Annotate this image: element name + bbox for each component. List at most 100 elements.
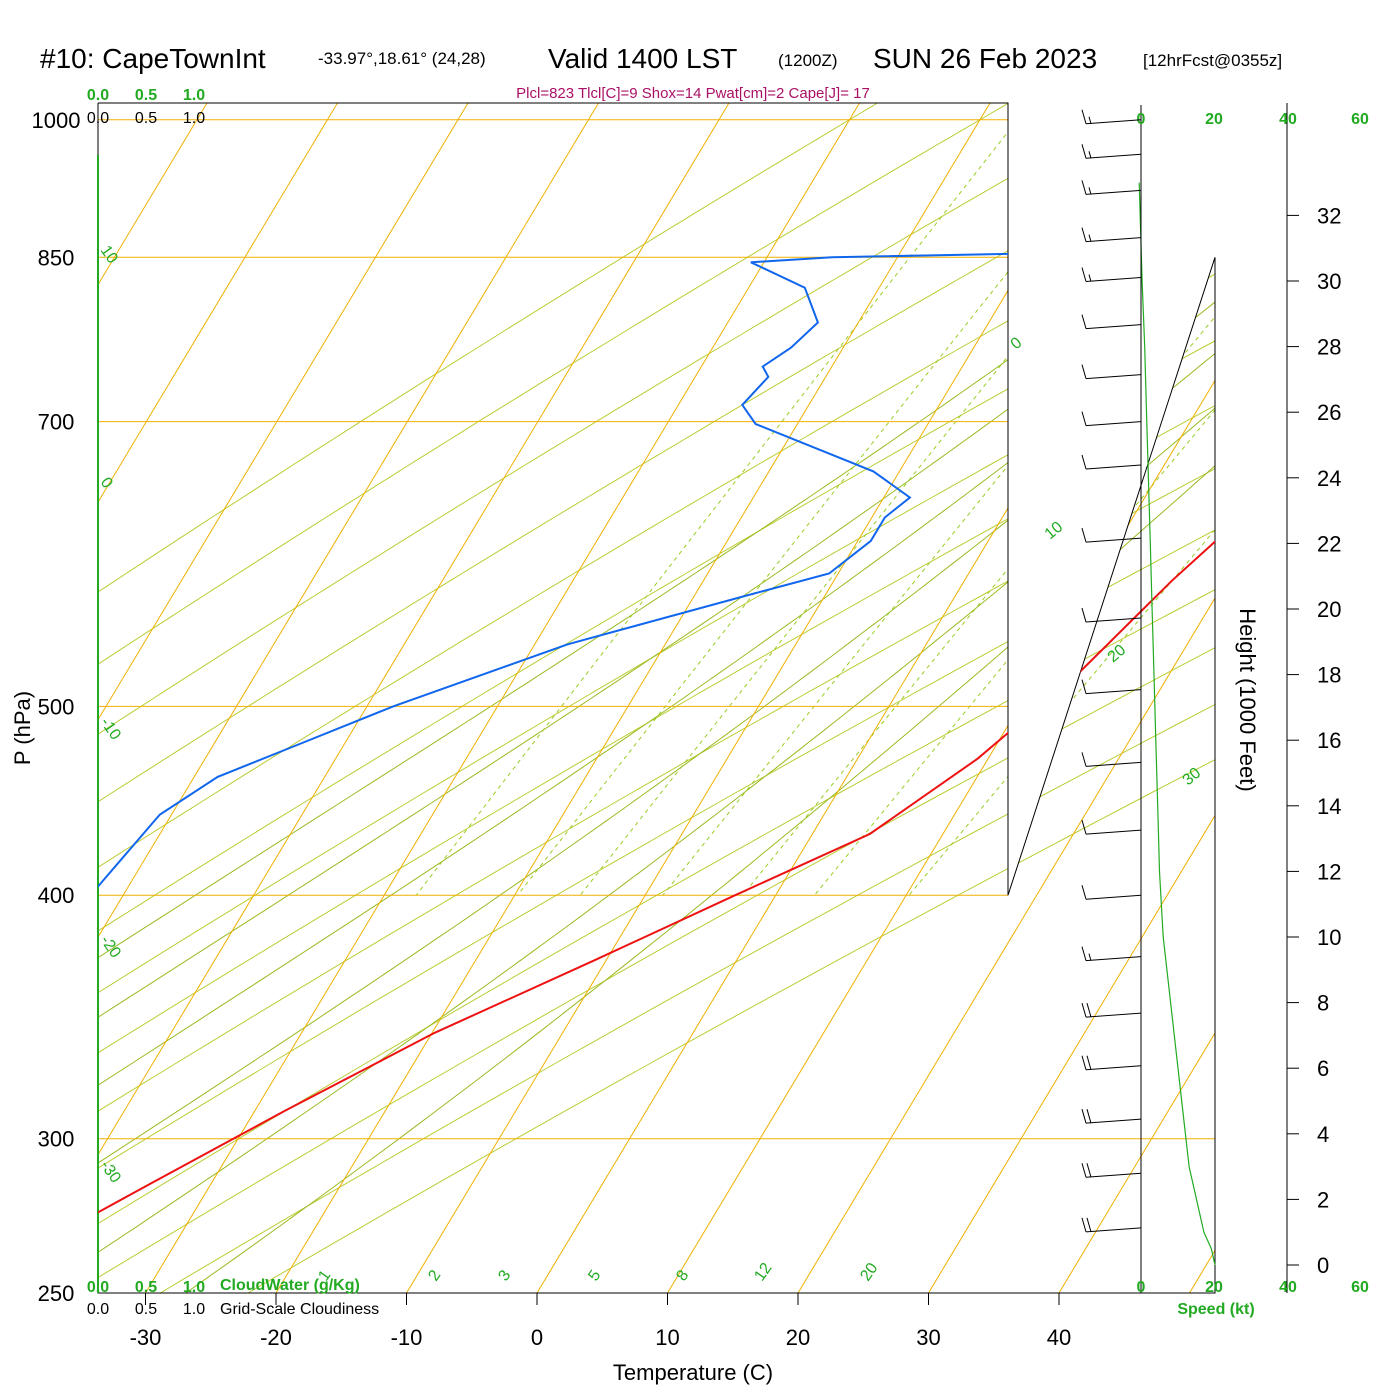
isotherm [667, 103, 1215, 1293]
wind-barb-flag [1081, 607, 1087, 623]
wind-barb-staff [1085, 761, 1142, 767]
isotherm-label-left: -20 [97, 933, 124, 962]
dry-adiabat [98, 103, 1215, 1293]
dry-adiabat [98, 103, 1215, 1293]
cloudwater-scale-top: 0.5 [135, 87, 157, 104]
x-tick-label: -10 [391, 1325, 423, 1350]
wind-barb-flag [1081, 752, 1087, 767]
x-axis-label: Temperature (C) [613, 1360, 773, 1385]
wind-barb [1081, 885, 1142, 900]
moist-adiabat [98, 103, 1215, 1293]
speed-tick-bottom: 60 [1351, 1279, 1369, 1296]
wind-barb [1081, 1163, 1142, 1178]
wind-barb-staff [1085, 617, 1142, 623]
wind-barb [1081, 1055, 1142, 1071]
background-lines [98, 103, 1215, 1293]
pressure-tick-label: 250 [38, 1281, 75, 1306]
wind-barb-flag [1081, 180, 1087, 195]
mixing-ratio-line [517, 103, 1143, 896]
isotherm-label-left: -10 [97, 715, 124, 744]
x-tick-label: 10 [655, 1325, 679, 1350]
speed-tick-bottom: 20 [1205, 1279, 1223, 1296]
wind-barb-flag [1081, 364, 1087, 379]
wind-barb-flag [1081, 885, 1087, 900]
isotherm-label-right: 30 [1180, 765, 1205, 790]
cloudwater-scale-top: 0.0 [87, 87, 109, 104]
height-tick-label: 24 [1317, 466, 1341, 491]
wind-barb-flag [1088, 151, 1092, 159]
speed-tick-top: 0 [1137, 111, 1146, 128]
wind-speed-profile [1138, 182, 1216, 1266]
wind-barb [1081, 607, 1142, 623]
temperature-line [98, 114, 1215, 1242]
wind-barb-staff [1085, 537, 1142, 543]
cloudwater-scale-bottom: 0.0 [87, 1279, 109, 1296]
x-tick-label: 30 [916, 1325, 940, 1350]
wind-barb-flag [1081, 1163, 1087, 1178]
mixing-ratio-line [579, 103, 1212, 896]
wind-barb-staff [1085, 324, 1142, 330]
plot-frame [97, 102, 1216, 1294]
wind-barb [1081, 527, 1142, 543]
isotherm-label-right: 20 [1105, 642, 1130, 667]
wind-barb-staff [1085, 153, 1142, 159]
dewpoint-line [98, 114, 1215, 1242]
mixing-ratio-label: 20 [857, 1260, 881, 1284]
cloudwater-label: CloudWater (g/Kg) [220, 1277, 360, 1294]
profiles [98, 114, 1215, 1242]
wind-barb-staff [1085, 421, 1142, 427]
isotherm [797, 103, 1215, 1293]
speed-tick-top: 60 [1351, 111, 1369, 128]
mixing-ratio-line [742, 103, 1215, 896]
station-coords: -33.97°,18.61° (24,28) [318, 49, 486, 68]
x-tick-label: 40 [1047, 1325, 1071, 1350]
mixing-ratio-label: 12 [751, 1260, 775, 1284]
height-axis-label: Height (1000 Feet) [1235, 608, 1260, 791]
wind-barb-flag [1081, 144, 1087, 159]
height-tick-label: 6 [1317, 1056, 1329, 1081]
wind-barb-staff [1085, 1172, 1142, 1178]
isotherm-label-left: -30 [97, 1158, 124, 1187]
dry-adiabat [98, 103, 1215, 1293]
height-tick-label: 32 [1317, 203, 1341, 228]
cloudiness-scale-top: 0.5 [135, 110, 157, 127]
wind-barb-flag [1081, 1055, 1087, 1070]
wind-barb-flag [1081, 679, 1087, 694]
forecast-info: [12hrFcst@0355z] [1143, 51, 1282, 70]
isotherm [536, 103, 1215, 1293]
isotherm-label-left: 10 [97, 243, 121, 267]
x-tick-label: 0 [531, 1325, 543, 1350]
wind-barb-staff [1085, 1065, 1142, 1071]
x-tick-label: -30 [130, 1325, 162, 1350]
wind-barb-flag [1088, 187, 1092, 195]
station-title: #10: CapeTownInt [40, 43, 266, 74]
cloudwater-scale-bottom: 1.0 [183, 1279, 205, 1296]
dry-adiabat [98, 103, 1141, 1293]
mixing-ratio-label: 2 [425, 1267, 444, 1284]
wind-barb [1081, 1002, 1142, 1018]
moist-adiabat [98, 103, 1215, 1293]
wind-barb [1081, 267, 1142, 282]
pressure-tick-label: 850 [38, 245, 75, 270]
wind-barb [1081, 144, 1142, 159]
cloudiness-scale-top: 0.0 [87, 110, 109, 127]
height-tick-label: 12 [1317, 859, 1341, 884]
wind-barb-staff [1085, 956, 1142, 962]
wind-barb-flag [1081, 946, 1087, 961]
wind-barb-flag [1081, 411, 1087, 426]
speed-tick-top: 40 [1279, 111, 1297, 128]
height-tick-label: 28 [1317, 335, 1341, 360]
cloudiness-scale-bottom: 0.0 [87, 1301, 109, 1318]
cloudwater-scale-bottom: 0.5 [135, 1279, 157, 1296]
dry-adiabat [98, 103, 1215, 1293]
wind-barb-flag [1081, 109, 1087, 124]
wind-barb [1081, 180, 1142, 195]
pressure-tick-label: 700 [38, 410, 75, 435]
wind-barb-staff [1085, 374, 1142, 380]
wind-barb [1081, 109, 1142, 125]
wind-barb [1081, 679, 1142, 695]
wind-barb-staff [1085, 1012, 1142, 1018]
speed-tick-bottom: 0 [1137, 1279, 1146, 1296]
wind-barb-flag [1081, 314, 1087, 329]
wind-barb-staff [1085, 464, 1142, 470]
